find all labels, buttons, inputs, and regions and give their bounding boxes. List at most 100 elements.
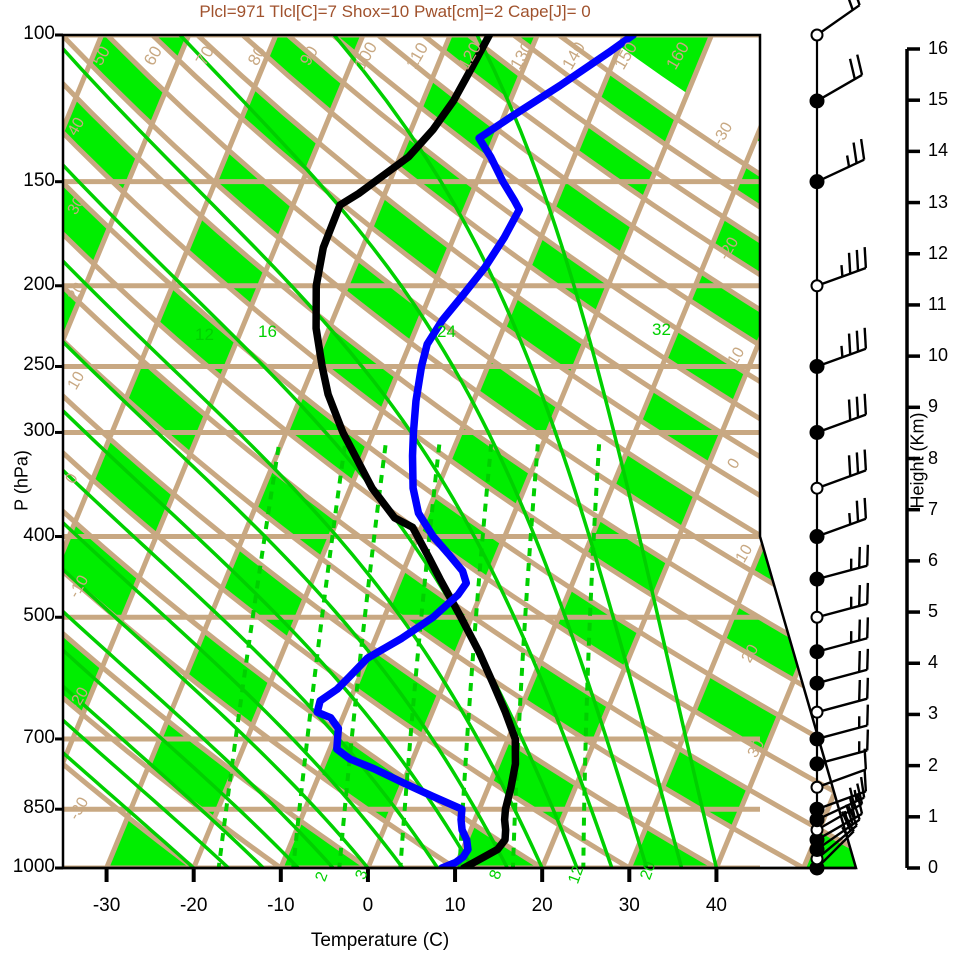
wind-barb-full: [863, 449, 868, 471]
wind-barb-full: [855, 396, 860, 418]
wind-barb-full: [863, 770, 868, 792]
wind-level-marker: [810, 610, 824, 624]
wind-barb-full: [857, 585, 862, 606]
temperature-tick-label: -20: [179, 895, 208, 916]
isotherm: [191, 35, 540, 868]
wind-barb-full: [852, 142, 858, 164]
height-tick-label: 9: [928, 396, 939, 417]
wind-barb-column: [809, 0, 870, 876]
temperature-axis-label: Temperature (C): [310, 930, 450, 951]
wind-barb-shaft: [816, 724, 868, 741]
height-tick-label: 14: [928, 140, 949, 161]
wind-barb-shaft: [816, 4, 861, 36]
moist-adiabat: [63, 35, 300, 868]
wind-barb-full: [863, 247, 868, 269]
wind-barb-shaft: [816, 697, 868, 714]
mixing-ratio-line: [510, 444, 540, 868]
shaded-band: [63, 35, 189, 868]
wind-barb-shaft: [816, 802, 863, 831]
pressure-tick-label: 100: [23, 23, 55, 44]
wind-barb-full: [866, 648, 870, 670]
plot-border: [61, 33, 858, 870]
wind-level-marker: [809, 675, 825, 691]
moist-adiabat: [63, 35, 195, 868]
wind-barb-shaft: [816, 266, 867, 287]
profile-trace: [312, 35, 520, 868]
wind-barb-shaft: [816, 824, 858, 860]
temperature-tick-label: -30: [92, 895, 121, 916]
pressure-axis-label: P (hPa): [11, 450, 32, 511]
wind-barb-full: [866, 729, 870, 751]
wind-barb-shaft: [816, 637, 868, 653]
temperature-tick-label: -10: [267, 895, 295, 916]
wind-level-marker: [809, 801, 825, 817]
wind-barb-shaft: [816, 347, 867, 368]
moist-adiabat: [63, 35, 614, 868]
page-title: Plcl=971 Tlcl[C]=7 Shox=10 Pwat[cm]=2 Ca…: [199, 2, 591, 21]
wind-barb-full: [856, 793, 864, 815]
moist-adiabat: [178, 35, 649, 868]
pressure-tick-label: 250: [23, 354, 55, 376]
profile-trace: [313, 35, 637, 868]
moist-adiabat: [63, 35, 230, 868]
wind-barb-half: [840, 265, 844, 277]
temperature-tick-label: 10: [444, 895, 466, 916]
mixing-ratio-line: [456, 444, 494, 868]
wind-level-marker: [810, 780, 824, 794]
wind-barb-full: [866, 582, 870, 604]
temperature-tick-label: 40: [705, 895, 727, 916]
height-tick-label: 12: [928, 242, 949, 263]
wind-level-marker: [809, 424, 825, 440]
wind-barb-shaft: [816, 790, 867, 811]
wind-barb-shaft: [816, 517, 867, 538]
mixing-ratio-layer: [214, 443, 602, 868]
wind-barb-full: [848, 797, 856, 819]
height-tick-label: 15: [928, 89, 949, 110]
pressure-tick-label: 850: [23, 797, 55, 819]
wind-barb-half: [847, 0, 854, 11]
height-tick-label: 10: [928, 345, 949, 366]
wind-barb-full: [848, 787, 856, 809]
wind-level-marker: [809, 571, 825, 587]
shaded-band: [106, 35, 538, 868]
moist-adiabat: [63, 35, 474, 868]
wind-level-marker: [809, 174, 825, 190]
moist-adiabat: [475, 35, 719, 868]
moist-adiabat: [63, 35, 335, 868]
temperature-tick-label: 20: [531, 895, 553, 916]
wind-barb-shaft: [816, 73, 863, 102]
height-tick-label: 5: [928, 601, 939, 622]
wind-barb-full: [863, 497, 868, 519]
wind-barb-shaft: [816, 749, 868, 766]
moist-adiabat: [63, 35, 370, 868]
wind-barb-full: [866, 617, 870, 639]
pressure-tick-label: 400: [23, 524, 55, 546]
wind-barb-full: [856, 0, 861, 6]
moist-adiabat: [63, 35, 265, 868]
wind-barb-shaft: [816, 158, 865, 183]
height-tick-label: 8: [928, 447, 939, 468]
moist-adiabat-label: 16: [258, 322, 277, 341]
height-tick-label: 6: [928, 549, 939, 570]
temperature-tick-label: 30: [618, 895, 640, 916]
wind-barb-full: [857, 679, 862, 701]
pressure-tick-label: 1000: [12, 856, 55, 877]
wind-barb-full: [857, 546, 862, 568]
wind-level-marker: [810, 481, 824, 495]
moist-adiabat: [332, 35, 684, 868]
wind-barb-full: [866, 544, 870, 566]
height-tick-label: 1: [928, 805, 939, 826]
height-axis-label: Height (Km): [907, 412, 928, 509]
wind-barb-full: [847, 252, 852, 274]
moist-adiabat: [63, 35, 440, 868]
moist-adiabat: [63, 35, 509, 868]
wind-level-marker: [809, 644, 825, 660]
height-tick-label: 16: [928, 38, 949, 58]
pressure-tick-label: 150: [23, 169, 55, 191]
wind-barb-half: [848, 512, 852, 525]
mixing-ratio-line: [214, 443, 281, 868]
wind-level-marker: [809, 93, 825, 109]
wind-barb-full: [848, 58, 856, 80]
temperature-tick-label: 0: [362, 895, 374, 916]
